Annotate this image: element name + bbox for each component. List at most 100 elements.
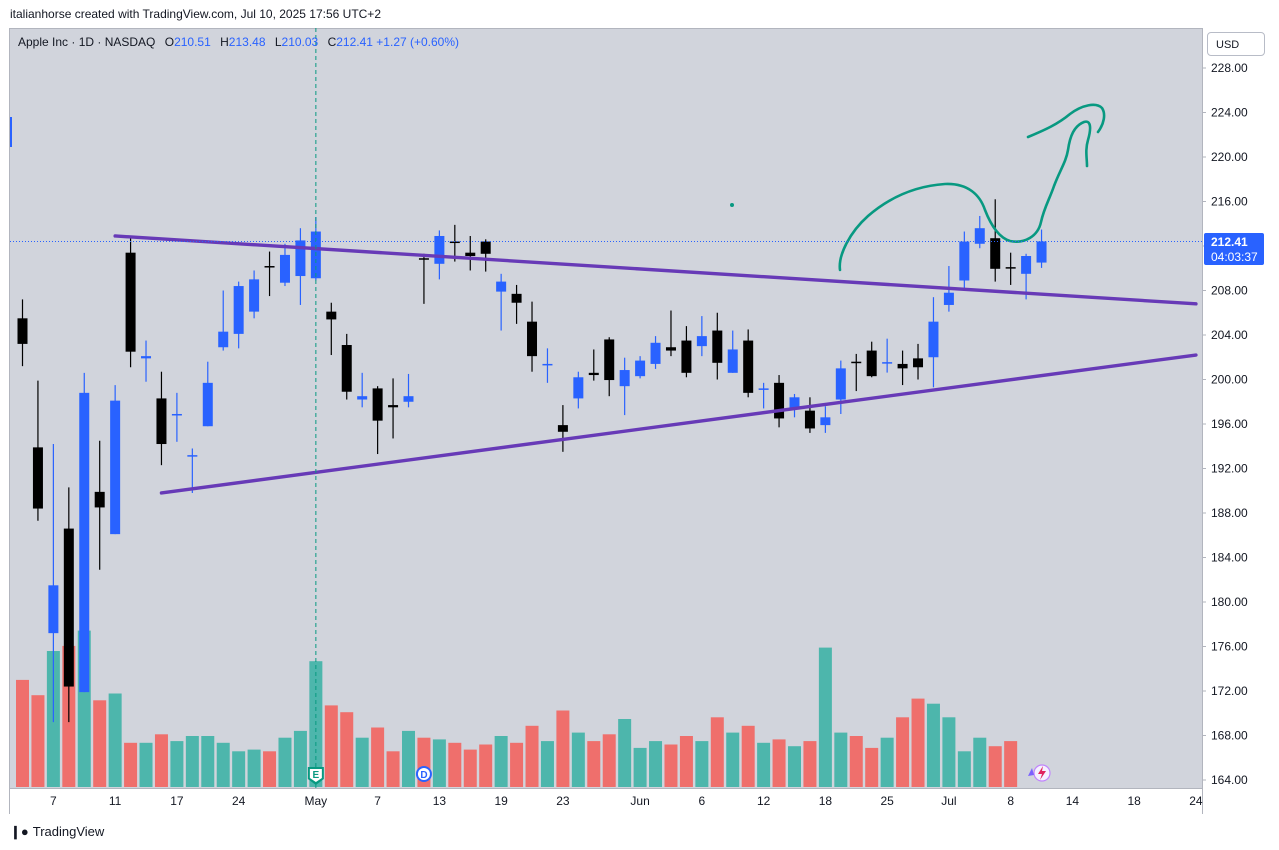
candle-body	[295, 240, 306, 277]
high-label: H	[220, 35, 229, 49]
footer-brand[interactable]: ❙● TradingView	[10, 824, 104, 840]
candle-body	[388, 405, 399, 408]
alert-icon[interactable]	[1028, 764, 1051, 782]
volume-bar	[232, 751, 246, 787]
time-tick-label: 6	[699, 794, 706, 808]
volume-bar	[556, 710, 570, 787]
volume-bar	[216, 742, 230, 787]
candle-body	[866, 350, 877, 377]
candle-body	[604, 339, 615, 381]
candle-body	[743, 340, 754, 393]
close-label: C	[327, 35, 337, 49]
candle-body	[218, 331, 229, 348]
earnings-marker-icon[interactable]: E	[307, 767, 324, 785]
volume-bar	[788, 746, 801, 787]
volume-bar	[896, 717, 910, 787]
volume-bar	[154, 734, 168, 787]
price-tick-label: 196.00	[1211, 417, 1248, 431]
candle-body	[496, 281, 507, 292]
time-tick-label: 14	[1066, 794, 1080, 808]
time-axis[interactable]: 7 11 17 24 May 7 13 19 23 Jun 6 12 18 25 Jul 8 14 18 24	[50, 794, 1203, 808]
candle-body	[79, 392, 90, 693]
candle-body	[851, 361, 862, 364]
trendline[interactable]	[113, 234, 1198, 306]
price-tick-label: 168.00	[1211, 729, 1248, 743]
close-value: 212.41	[336, 35, 373, 49]
volume-bar	[926, 703, 940, 787]
time-tick-label: 12	[757, 794, 771, 808]
candle-body	[820, 417, 831, 426]
currency-button[interactable]: USD	[1207, 32, 1265, 56]
candle-body	[372, 388, 383, 421]
candle-body	[727, 349, 738, 373]
candle-body	[527, 321, 538, 357]
candle-body	[897, 363, 908, 369]
volume-bar	[479, 744, 493, 787]
time-axis-background[interactable]	[10, 788, 1202, 814]
candle-body	[774, 382, 785, 419]
volume-bar	[834, 732, 848, 787]
volume-bar	[448, 742, 462, 787]
volume-bar	[463, 749, 477, 787]
price-tick-label: 220.00	[1211, 150, 1248, 164]
volume-bar	[803, 741, 817, 787]
freehand-drawing[interactable]	[730, 103, 1106, 272]
drawing-dot[interactable]	[730, 203, 734, 207]
price-axis-background[interactable]	[1202, 28, 1279, 788]
volume-bar	[695, 741, 709, 787]
price-badge: 212.41 04:03:37	[1204, 233, 1264, 265]
volume-bar	[340, 712, 354, 787]
trendlines[interactable]	[113, 234, 1198, 495]
candle-body	[789, 397, 800, 410]
candle-body	[959, 241, 970, 281]
candle-body	[804, 410, 815, 429]
dividend-marker-icon[interactable]: D	[415, 766, 432, 782]
volume-bar	[849, 736, 863, 787]
drawing-stroke-main[interactable]	[838, 120, 1092, 272]
high-value: 213.48	[228, 35, 266, 49]
time-tick-label: 7	[50, 794, 57, 808]
candle-body	[418, 258, 429, 260]
candle-body	[202, 382, 213, 427]
candle-body	[928, 321, 939, 358]
symbol-legend[interactable]: Apple Inc · 1D · NASDAQ O210.51 H213.48 …	[18, 35, 459, 49]
candle-body	[48, 585, 59, 634]
volume-bar	[880, 737, 894, 787]
price-tick-label: 204.00	[1211, 328, 1248, 342]
change-value: +1.27 (+0.60%)	[376, 35, 460, 49]
volume-bar	[324, 705, 338, 787]
last-price-value: 212.41	[1211, 235, 1248, 249]
volume-bar	[494, 736, 508, 787]
candle-body	[480, 241, 491, 254]
candle-body	[326, 311, 337, 320]
candle-body	[835, 368, 846, 400]
volume-bar	[540, 741, 554, 787]
volume-bar	[772, 739, 786, 787]
candle-body	[665, 347, 676, 351]
candle-body	[187, 455, 198, 457]
panel-resize-handle[interactable]	[10, 117, 12, 147]
candle-body	[125, 252, 136, 352]
candle-body	[882, 362, 893, 364]
volume-bar	[911, 698, 925, 787]
time-tick-label: 19	[494, 794, 508, 808]
price-tick-label: 180.00	[1211, 595, 1248, 609]
volume-bar	[988, 746, 1002, 787]
candle-body	[63, 528, 74, 687]
volume-bar	[402, 730, 415, 787]
drawing-stroke-hook[interactable]	[1026, 103, 1106, 139]
volume-bar	[679, 736, 693, 787]
trendline[interactable]	[159, 353, 1198, 495]
volume-bar	[525, 725, 539, 787]
candle-body	[94, 491, 105, 508]
volume-bar	[93, 700, 107, 787]
candle-body	[990, 238, 1001, 269]
volume-bar	[710, 717, 724, 787]
time-tick-label: 25	[880, 794, 894, 808]
volume-bar	[942, 717, 956, 787]
time-tick-label: 24	[1189, 794, 1203, 808]
symbol-title[interactable]: Apple Inc · 1D · NASDAQ	[18, 35, 156, 49]
last-price-badge	[1204, 233, 1264, 265]
